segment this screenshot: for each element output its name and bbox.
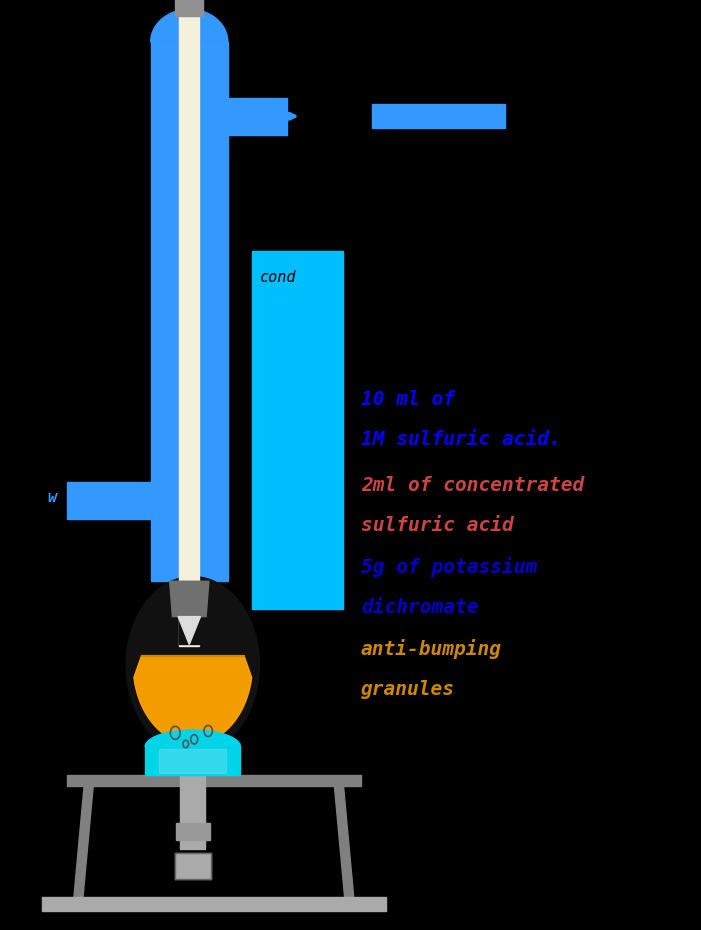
Polygon shape xyxy=(372,104,505,128)
Polygon shape xyxy=(170,581,209,617)
Text: cond: cond xyxy=(259,270,296,285)
Text: dichromate: dichromate xyxy=(361,598,479,617)
Polygon shape xyxy=(175,0,203,16)
Polygon shape xyxy=(67,775,361,786)
Polygon shape xyxy=(179,14,199,646)
Polygon shape xyxy=(42,897,386,911)
Polygon shape xyxy=(159,749,226,773)
Polygon shape xyxy=(145,730,240,747)
Text: 5g of potassium: 5g of potassium xyxy=(361,557,537,578)
Text: w: w xyxy=(47,490,56,505)
Polygon shape xyxy=(134,656,252,744)
Polygon shape xyxy=(175,853,211,879)
Polygon shape xyxy=(228,98,287,135)
Text: 2ml of concentrated: 2ml of concentrated xyxy=(361,476,584,495)
Polygon shape xyxy=(74,786,93,900)
Polygon shape xyxy=(179,612,207,644)
Text: 10 ml of: 10 ml of xyxy=(361,391,455,409)
Polygon shape xyxy=(151,42,228,581)
Polygon shape xyxy=(145,747,240,775)
Polygon shape xyxy=(67,482,151,519)
Text: 1M sulfuric acid.: 1M sulfuric acid. xyxy=(361,431,561,449)
Polygon shape xyxy=(178,617,200,644)
Polygon shape xyxy=(252,251,343,609)
Text: anti-bumping: anti-bumping xyxy=(361,639,502,659)
Polygon shape xyxy=(151,9,228,42)
Polygon shape xyxy=(176,823,210,840)
Polygon shape xyxy=(126,577,259,753)
Text: granules: granules xyxy=(361,680,455,698)
Polygon shape xyxy=(180,775,205,849)
Polygon shape xyxy=(334,786,354,900)
Text: sulfuric acid: sulfuric acid xyxy=(361,516,514,535)
